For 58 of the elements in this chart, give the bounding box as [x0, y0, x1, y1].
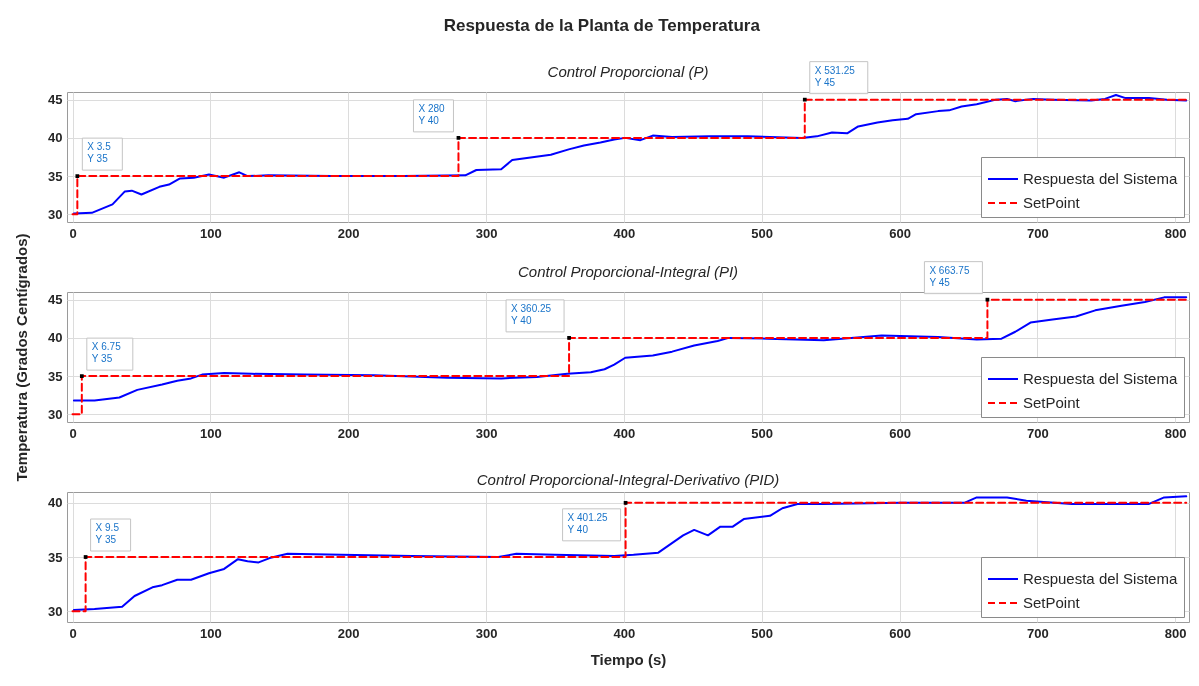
x-tick-label: 0 — [69, 625, 77, 641]
x-tick-label: 100 — [200, 225, 222, 241]
annotation: X 531.25 Y 45 — [814, 64, 856, 88]
x-tick-label: 100 — [200, 425, 222, 441]
x-tick-label: 500 — [751, 425, 774, 441]
chart-subtitle: Control Proporcional-Integral (PI) — [517, 262, 739, 280]
chart-title: Respuesta de la Planta de Temperatura — [443, 15, 761, 35]
x-tick-label: 700 — [1027, 225, 1049, 241]
x-tick-label: 500 — [751, 225, 774, 241]
y-tick-label: 30 — [48, 206, 63, 222]
legend-label: Respuesta del Sistema — [1023, 370, 1178, 387]
x-tick-label: 600 — [889, 425, 911, 441]
chart-subtitle: Control Proporcional-Integral-Derivativo (PID) — [476, 471, 780, 488]
x-tick-label: 0 — [69, 425, 77, 441]
annotation: X 3.5 Y 35 — [87, 141, 112, 165]
x-tick-label: 300 — [475, 425, 498, 441]
annotation: X 360.25 Y 40 — [511, 302, 552, 326]
x-tick-label: 0 — [69, 225, 77, 241]
x-tick-label: 400 — [613, 425, 636, 441]
x-tick-label: 500 — [751, 625, 774, 641]
chart-subtitle: Control Proporcional (P) — [547, 62, 709, 80]
legend-label: Respuesta del Sistema — [1023, 170, 1178, 187]
y-tick-label: 40 — [48, 130, 63, 146]
legend-label: Respuesta del Sistema — [1023, 570, 1178, 587]
y-tick-label: 35 — [48, 549, 63, 565]
x-tick-label: 300 — [475, 625, 498, 641]
y-axis-title: Temperatura (Grados Centígrados) — [13, 233, 31, 482]
x-tick-label: 300 — [475, 225, 498, 241]
x-tick-label: 200 — [337, 625, 360, 641]
y-tick-label: 45 — [48, 92, 63, 108]
y-tick-label: 30 — [48, 406, 63, 422]
x-tick-label: 800 — [1164, 425, 1187, 441]
x-tick-label: 600 — [889, 225, 911, 241]
annotation: X 6.75 Y 35 — [91, 341, 122, 365]
annotation: X 9.5 Y 35 — [95, 522, 120, 545]
x-tick-label: 800 — [1164, 225, 1187, 241]
y-tick-label: 30 — [48, 603, 63, 619]
y-tick-label: 40 — [48, 495, 63, 511]
y-tick-label: 45 — [48, 292, 63, 308]
y-tick-label: 35 — [48, 168, 63, 184]
x-tick-label: 200 — [337, 425, 360, 441]
x-tick-label: 100 — [200, 625, 222, 641]
x-axis-title: Tiempo (s) — [590, 650, 667, 668]
x-tick-label: 200 — [337, 225, 360, 241]
x-tick-label: 400 — [613, 225, 636, 241]
y-tick-label: 35 — [48, 368, 63, 384]
legend-label: SetPoint — [1023, 194, 1081, 211]
annotation: X 280 Y 40 — [418, 102, 446, 126]
legend-label: SetPoint — [1023, 594, 1081, 611]
annotation: X 663.75 Y 45 — [929, 264, 970, 288]
x-tick-label: 800 — [1164, 625, 1187, 641]
legend-label: SetPoint — [1023, 394, 1081, 411]
x-tick-label: 700 — [1027, 625, 1049, 641]
x-tick-label: 400 — [613, 625, 636, 641]
x-tick-label: 600 — [889, 625, 911, 641]
x-tick-label: 700 — [1027, 425, 1049, 441]
y-tick-label: 40 — [48, 330, 63, 346]
annotation: X 401.25 Y 40 — [567, 511, 609, 535]
